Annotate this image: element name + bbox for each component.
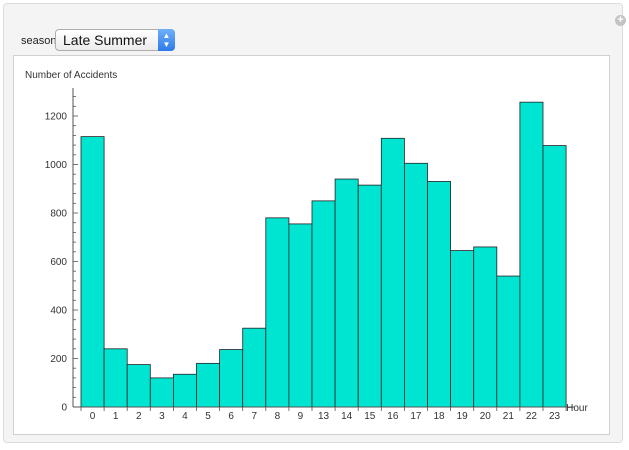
x-tick-label: 9 bbox=[298, 411, 304, 422]
y-tick-label: 200 bbox=[50, 354, 67, 365]
season-select[interactable]: Late Summer ▲ ▼ bbox=[55, 29, 175, 51]
y-axis-title: Number of Accidents bbox=[25, 70, 117, 81]
bar-15 bbox=[357, 184, 382, 408]
x-tick-label: 8 bbox=[275, 411, 281, 422]
x-tick-label: 23 bbox=[549, 411, 561, 422]
x-tick-label: 6 bbox=[228, 411, 234, 422]
plus-icon[interactable]: + bbox=[615, 15, 626, 26]
x-tick-label: 14 bbox=[341, 411, 353, 422]
y-tick-label: 600 bbox=[50, 257, 67, 268]
bar-17 bbox=[403, 162, 428, 408]
x-tick-label: 17 bbox=[410, 411, 422, 422]
bar-6 bbox=[219, 349, 244, 408]
x-tick-label: 5 bbox=[205, 411, 211, 422]
x-tick-label: 2 bbox=[136, 411, 142, 422]
x-tick-label: 0 bbox=[90, 411, 96, 422]
bar-5 bbox=[196, 362, 221, 408]
bar-23 bbox=[542, 145, 567, 408]
y-tick-label: 800 bbox=[50, 209, 67, 220]
bar-2 bbox=[126, 364, 151, 408]
y-tick-label: 0 bbox=[61, 403, 67, 414]
y-tick-label: 1200 bbox=[45, 112, 68, 123]
x-tick-label: 16 bbox=[387, 411, 399, 422]
bar-1 bbox=[103, 348, 128, 408]
bar-9 bbox=[288, 223, 313, 408]
bar-18 bbox=[427, 181, 452, 408]
bar-3 bbox=[149, 377, 174, 408]
x-tick-label: 18 bbox=[433, 411, 445, 422]
x-tick-label: 4 bbox=[182, 411, 188, 422]
x-tick-label: 22 bbox=[526, 411, 538, 422]
y-tick-label: 1000 bbox=[45, 160, 68, 171]
x-tick-label: 7 bbox=[251, 411, 257, 422]
y-tick-label: 400 bbox=[50, 306, 67, 317]
x-tick-label: 21 bbox=[503, 411, 515, 422]
x-tick-label: 19 bbox=[457, 411, 469, 422]
x-tick-label: 3 bbox=[159, 411, 165, 422]
bar-4 bbox=[172, 373, 197, 408]
x-tick-label: 20 bbox=[480, 411, 492, 422]
bar-19 bbox=[450, 250, 475, 408]
up-down-chevron-icon[interactable]: ▲ ▼ bbox=[158, 29, 175, 51]
bar-21 bbox=[496, 275, 521, 408]
x-tick-label: 13 bbox=[318, 411, 330, 422]
bar-14 bbox=[334, 178, 359, 408]
bar-16 bbox=[380, 137, 405, 408]
x-tick-label: 15 bbox=[364, 411, 376, 422]
bar-8 bbox=[265, 217, 290, 408]
bar-7 bbox=[242, 327, 267, 408]
bar-13 bbox=[311, 200, 336, 408]
x-axis-title: Hour bbox=[566, 403, 588, 414]
bar-22 bbox=[519, 101, 544, 408]
bar-20 bbox=[473, 246, 498, 408]
bar-0 bbox=[80, 136, 105, 408]
x-tick-label: 1 bbox=[113, 411, 119, 422]
season-label: season bbox=[21, 35, 57, 47]
season-select-value: Late Summer bbox=[63, 32, 148, 48]
